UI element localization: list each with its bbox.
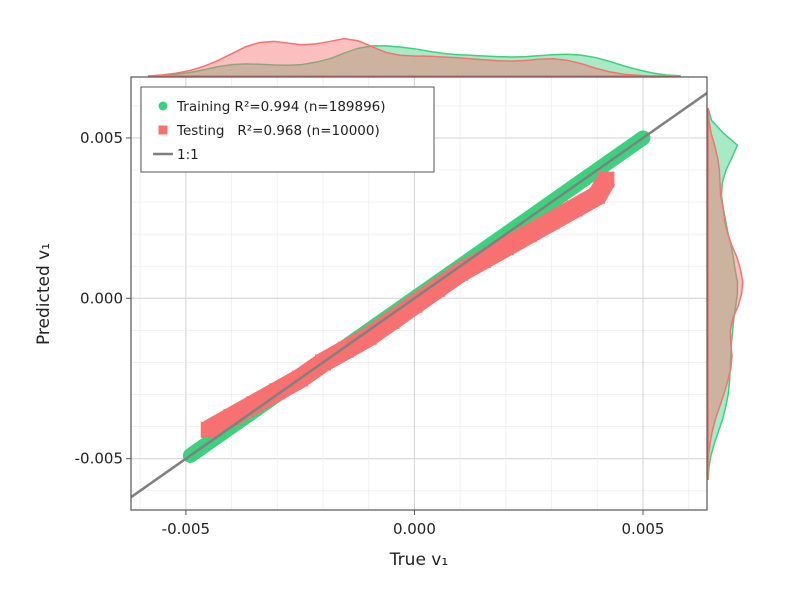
top-marginal-density [147,37,681,77]
top-training-density [147,45,681,77]
x-tick-label: -0.005 [162,520,210,538]
right-training-density [707,107,739,481]
axis-ticks: -0.005 0.000 0.005 -0.005 0.000 0.005 [75,129,665,538]
y-tick-label: 0.000 [80,289,123,307]
y-axis-label: Predicted v₁ [34,243,54,345]
testing-point [589,187,606,204]
testing-point [475,251,491,268]
testing-point [337,341,354,358]
plot-frame [130,76,708,511]
data-marks [131,91,707,499]
legend-training-marker [158,101,168,111]
legend: Training R²=0.994 (n=189896) Testing R²=… [140,86,435,173]
x-axis-label: True v₁ [389,550,448,570]
testing-point [200,421,217,438]
legend-1to1-label: 1:1 [177,147,199,163]
testing-point [223,408,240,425]
legend-testing-marker [158,125,168,135]
y-tick-label: -0.005 [75,450,123,468]
right-testing-density [707,107,744,480]
top-testing-density [147,37,680,77]
legend-training-label: Training R²=0.994 (n=189896) [176,99,386,115]
x-tick-label: 0.000 [393,520,436,538]
one-to-one-line [131,91,707,499]
y-tick-label: 0.005 [80,129,123,147]
legend-testing-label: Testing R²=0.968 (n=10000) [176,123,380,139]
testing-point [566,200,583,217]
testing-point [497,238,514,255]
testing-point [543,213,560,230]
testing-point [598,171,615,188]
right-marginal-density [707,107,744,481]
testing-point [520,226,537,243]
testing-point [269,383,286,400]
x-tick-label: 0.005 [622,520,665,538]
legend-box [140,86,435,173]
